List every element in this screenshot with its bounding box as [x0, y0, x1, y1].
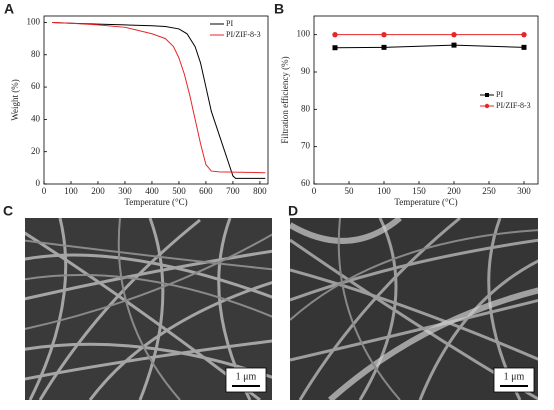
panel-label: C: [3, 203, 13, 219]
x-tick-label: 200: [91, 186, 105, 196]
marker: [381, 31, 387, 38]
panel-label: A: [4, 1, 14, 17]
series-line: [52, 21, 266, 179]
y-axis-label: Weight (%): [10, 79, 20, 121]
x-tick-label: 250: [482, 186, 496, 196]
x-tick-label: 600: [199, 186, 213, 196]
scale-label: 1 μm: [236, 371, 257, 382]
panel-label: B: [274, 1, 284, 17]
x-tick-label: 0: [42, 186, 47, 196]
legend-label: PI/ZIF-8-3: [226, 30, 261, 39]
scale-label: 1 μm: [504, 371, 525, 382]
y-tick-label: 70: [301, 141, 311, 151]
legend-label: PI: [496, 90, 503, 99]
series-line: [334, 44, 525, 49]
x-tick-label: 500: [172, 186, 186, 196]
y-axis-label: Filtration efficiency (%): [280, 56, 290, 143]
x-tick-label: 50: [345, 186, 355, 196]
x-tick-label: 100: [64, 186, 78, 196]
plot-frame: [313, 15, 539, 185]
marker: [451, 42, 457, 48]
sem-image: [25, 218, 272, 400]
marker: [451, 31, 457, 38]
y-tick-label: 90: [301, 66, 311, 76]
x-tick-label: 0: [312, 186, 317, 196]
scale-bar-box: [493, 367, 535, 393]
y-tick-label: 20: [31, 146, 41, 156]
series-line: [52, 21, 266, 174]
plot-frame: [43, 15, 269, 185]
y-tick-label: 100: [27, 17, 41, 27]
y-tick-label: 80: [301, 103, 311, 113]
marker: [521, 44, 527, 50]
marker: [332, 45, 338, 51]
x-tick-label: 300: [118, 186, 132, 196]
x-tick-label: 700: [226, 186, 240, 196]
x-tick-label: 200: [447, 186, 461, 196]
y-tick-label: 80: [31, 49, 41, 59]
scale-bar-box: [225, 367, 267, 393]
marker: [381, 44, 387, 50]
marker: [332, 31, 338, 38]
y-tick-label: 60: [31, 81, 41, 91]
x-tick-label: 150: [412, 186, 426, 196]
x-tick-label: 100: [377, 186, 391, 196]
legend-label: PI: [226, 19, 233, 28]
y-tick-label: 100: [297, 29, 311, 39]
x-axis-label: Temperature (°C): [124, 197, 187, 207]
legend-marker: [484, 103, 490, 109]
panel-label: D: [288, 203, 298, 219]
y-tick-label: 60: [301, 178, 311, 188]
x-tick-label: 300: [517, 186, 531, 196]
x-tick-label: 800: [253, 186, 267, 196]
y-tick-label: 40: [31, 113, 41, 123]
legend-marker: [485, 93, 489, 97]
marker: [521, 31, 527, 38]
x-tick-label: 400: [145, 186, 159, 196]
y-tick-label: 0: [36, 178, 41, 188]
x-axis-label: Temperature (°C): [394, 197, 457, 207]
legend-label: PI/ZIF-8-3: [496, 101, 531, 110]
